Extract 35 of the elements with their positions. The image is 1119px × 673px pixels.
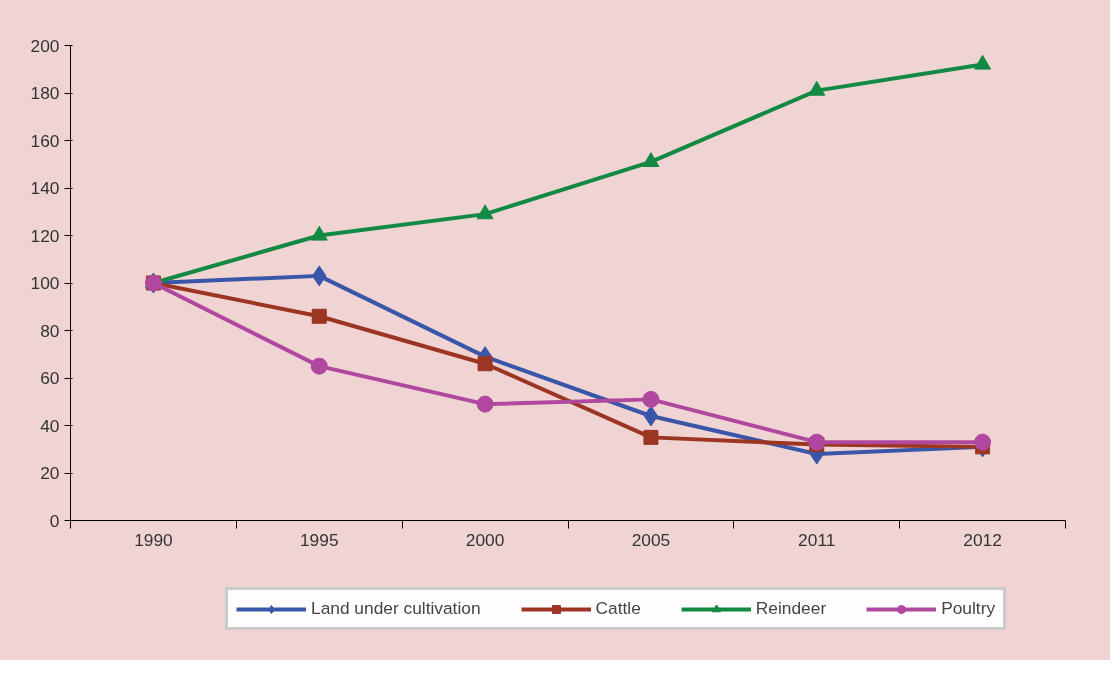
y-tick-label: 80 xyxy=(40,320,60,341)
x-tick-label: 1995 xyxy=(299,529,339,550)
y-tick-label: 60 xyxy=(40,368,60,388)
x-tick-label: 2005 xyxy=(631,529,671,550)
point xyxy=(311,308,327,324)
legend-label: Reindeer xyxy=(755,598,827,619)
point xyxy=(476,204,494,220)
y-tick-label: 40 xyxy=(40,415,60,436)
legend-label: Poultry xyxy=(941,598,996,619)
point xyxy=(310,357,328,375)
point xyxy=(310,225,328,241)
y-tick-label: 200 xyxy=(30,35,60,56)
y-tick-label: 0 xyxy=(49,510,60,531)
y-tick-label: 160 xyxy=(30,130,60,151)
point xyxy=(476,395,494,413)
y-tick-label: 180 xyxy=(30,83,60,103)
point xyxy=(643,405,659,427)
y-tick-label: 120 xyxy=(30,225,60,246)
point xyxy=(974,54,992,70)
y-tick-label: 140 xyxy=(30,178,60,198)
x-tick-label: 1990 xyxy=(134,529,173,550)
point xyxy=(477,356,493,372)
point xyxy=(808,80,826,96)
y-tick-label: 100 xyxy=(30,273,60,293)
y-tick-label: 20 xyxy=(40,463,60,483)
legend-label: Cattle xyxy=(595,598,641,619)
point xyxy=(642,152,660,167)
x-tick-label: 2011 xyxy=(798,529,836,550)
point xyxy=(808,433,826,451)
x-tick-label: 2000 xyxy=(465,529,505,550)
point xyxy=(643,429,659,445)
x-tick-label: 2012 xyxy=(963,529,1002,550)
point xyxy=(642,390,660,408)
point xyxy=(974,433,992,451)
legend-label: Land under cultivation xyxy=(311,598,481,619)
